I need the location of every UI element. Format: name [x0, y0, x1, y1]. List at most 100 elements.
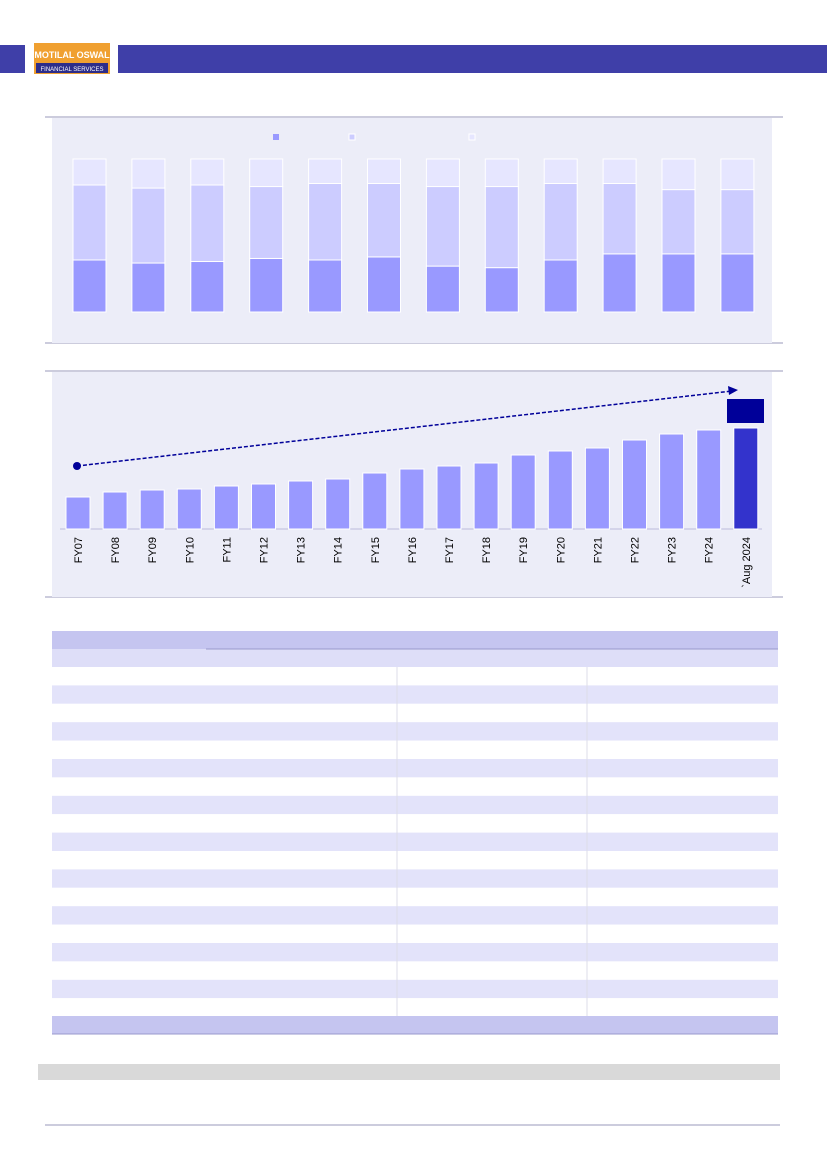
- bar: [622, 439, 647, 530]
- bar: [399, 468, 425, 530]
- table-row: [52, 814, 778, 833]
- bar: [325, 478, 351, 530]
- table-row: [52, 740, 778, 759]
- bar-segment: [72, 158, 107, 186]
- table-row: [52, 703, 778, 723]
- x-tick-label: FY18: [481, 537, 493, 563]
- bar: [584, 447, 610, 530]
- stacked-chart: [72, 158, 755, 313]
- bar: [251, 483, 276, 530]
- table-subheader: [52, 649, 778, 667]
- bar-segment: [367, 256, 401, 313]
- bar: [288, 480, 314, 530]
- bar-segment: [249, 186, 284, 259]
- table-row: [52, 685, 778, 704]
- arrow-head: [728, 386, 738, 395]
- bar-segment: [484, 158, 519, 188]
- bar-segment: [720, 253, 755, 313]
- bar: [213, 485, 239, 530]
- bar-segment: [249, 158, 284, 188]
- bar-segment: [190, 261, 225, 313]
- callout-box: [727, 399, 764, 423]
- bar-segment: [72, 184, 107, 261]
- table-row: [52, 869, 778, 888]
- bar-segment: [72, 259, 107, 313]
- table-row: [52, 851, 778, 870]
- bar: [696, 429, 722, 530]
- bar-segment: [367, 158, 401, 184]
- bar-segment: [720, 189, 755, 255]
- table-row: [52, 722, 778, 741]
- bar-segment: [308, 158, 343, 184]
- bar-segment: [484, 186, 519, 269]
- bar-segment: [308, 182, 343, 261]
- table-row: [52, 667, 778, 686]
- x-tick-label: FY09: [147, 537, 159, 563]
- bar: [473, 462, 499, 530]
- x-tick-label: FY17: [444, 537, 456, 563]
- table-row: [52, 998, 778, 1017]
- bar-segment: [190, 158, 225, 186]
- x-tick-label: `Aug 2024: [741, 537, 753, 588]
- bar-segment: [602, 253, 637, 313]
- x-tick-label: FY07: [73, 537, 85, 563]
- x-tick-label: FY08: [110, 537, 122, 563]
- x-tick-label: FY14: [333, 537, 345, 563]
- bar-segment: [367, 182, 401, 258]
- chart-area: [52, 118, 772, 343]
- bar-segment: [131, 187, 166, 264]
- x-tick-label: FY15: [370, 537, 382, 563]
- table-row: [52, 832, 778, 851]
- table-row: [52, 887, 778, 907]
- bar: [436, 465, 462, 530]
- bar-segment: [131, 158, 166, 189]
- bar-segment: [661, 158, 696, 191]
- trend-arrow: [76, 390, 733, 467]
- bar-segment: [602, 158, 637, 184]
- x-tick-label: FY16: [407, 537, 419, 563]
- bar: [176, 488, 202, 530]
- bar-segment: [661, 189, 696, 255]
- table-row: [52, 906, 778, 925]
- bar: [547, 450, 573, 530]
- bar-segment: [720, 158, 755, 191]
- header-band: [118, 45, 827, 73]
- table-total: [52, 1016, 778, 1034]
- x-tick-label: FY23: [667, 537, 679, 563]
- logo-title: MOTILAL OSWAL: [34, 50, 110, 60]
- table-row: [52, 777, 778, 796]
- bar-segment: [484, 267, 519, 313]
- x-tick-label: FY10: [184, 537, 196, 563]
- logo-strip: [36, 63, 108, 73]
- bar: [65, 496, 91, 530]
- bar: [659, 433, 685, 530]
- x-tick-label: FY21: [592, 537, 604, 563]
- bar-segment: [249, 257, 284, 313]
- x-tick-label: FY24: [704, 537, 716, 563]
- x-tick-label: FY20: [555, 537, 567, 563]
- bar-segment: [543, 259, 578, 313]
- bar-segment: [602, 182, 637, 255]
- table-row: [52, 759, 778, 778]
- legend-marker: [348, 133, 356, 141]
- bar-segment: [425, 265, 460, 313]
- note-band: [38, 1064, 780, 1080]
- bar-chart: FY07 FY08 FY09 FY10 FY11 FY12 FY13 FY14 FY15 FY16…: [65, 427, 759, 588]
- bar-segment: [661, 253, 696, 313]
- logo-subtitle: FINANCIAL SERVICES: [40, 67, 103, 73]
- legend-marker: [468, 133, 476, 141]
- bar: [733, 427, 759, 530]
- x-tick-label: FY19: [518, 537, 530, 563]
- trend-start: [73, 462, 81, 470]
- bar-segment: [543, 158, 578, 184]
- bar-segment: [131, 262, 166, 313]
- bar-segment: [425, 158, 460, 188]
- table-row: [52, 943, 778, 962]
- bar-segment: [543, 182, 578, 261]
- table-header: [52, 631, 778, 649]
- x-tick-label: FY13: [296, 537, 308, 563]
- table-row: [52, 961, 778, 980]
- header-band: [0, 45, 25, 73]
- x-tick-label: FY12: [259, 537, 271, 563]
